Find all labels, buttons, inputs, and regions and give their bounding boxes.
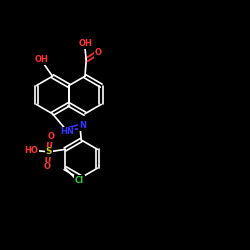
Text: O: O (43, 162, 50, 172)
Text: OH: OH (78, 40, 92, 48)
Text: N: N (79, 121, 86, 130)
Text: O: O (95, 48, 102, 57)
Text: Cl: Cl (75, 176, 84, 184)
Text: HO: HO (24, 146, 38, 155)
Text: S: S (46, 147, 52, 156)
Text: O: O (47, 132, 54, 141)
Text: HN: HN (60, 128, 74, 136)
Text: OH: OH (34, 55, 48, 64)
